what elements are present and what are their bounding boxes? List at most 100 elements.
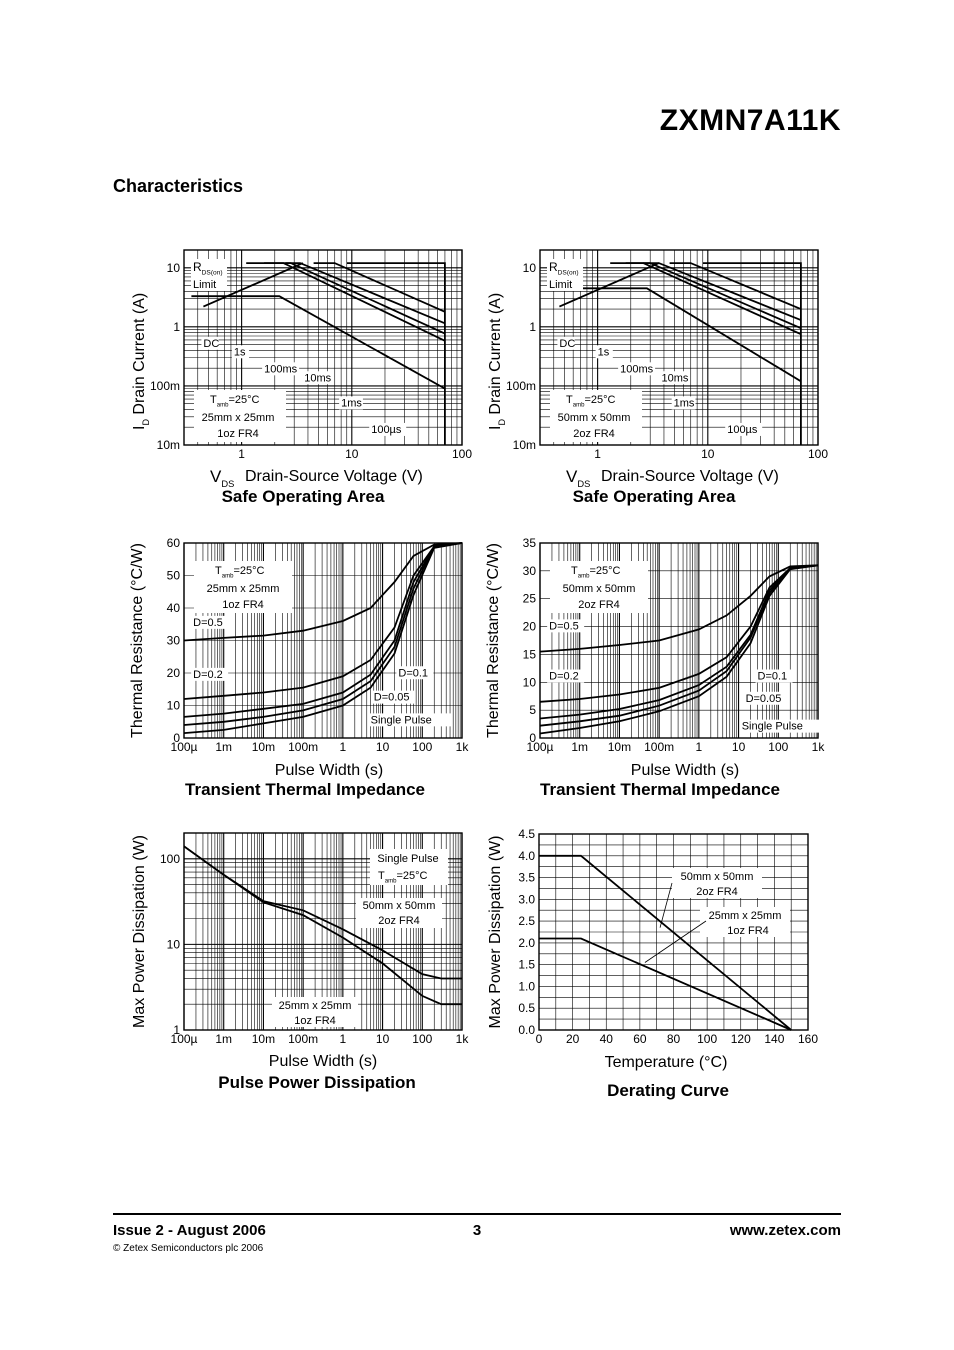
rds-limit-label: Limit <box>193 279 216 291</box>
y-tick-label: 1 <box>173 320 180 334</box>
pulse-temp: Tamb=25°C <box>378 870 428 884</box>
curve-label: 100µs <box>727 424 758 436</box>
derating-chart: 0 20 40 60 80 100 120 140 160 0.0 0.5 1.0 1.5 2.0 2.5 3… <box>487 827 818 1071</box>
pulse-box-bg <box>370 849 448 885</box>
y-tick-label: 1.5 <box>518 958 535 972</box>
tti-50mm-title: Transient Thermal Impedance <box>540 780 780 799</box>
curve-label-bg <box>595 345 613 359</box>
curve-label: DC <box>559 338 575 350</box>
curve-label-bg <box>369 422 407 436</box>
rds-label-bg <box>547 259 583 291</box>
series-line <box>313 262 446 313</box>
y-tick-label: 4.5 <box>518 827 535 841</box>
curve-label: 100ms <box>264 363 298 375</box>
y-tick-label: 0 <box>529 731 536 745</box>
y-tick-label: 3.0 <box>518 892 535 906</box>
condition-box-bg <box>550 561 648 613</box>
x-tick-label: 100µ <box>171 1032 198 1046</box>
y-tick-label: 10 <box>167 699 181 713</box>
curve-label: 10ms <box>662 372 689 384</box>
x-tick-label: 100m <box>288 740 318 754</box>
curve-label-bg <box>739 719 823 733</box>
y-tick-label: 35 <box>523 536 537 550</box>
series-line <box>539 564 819 735</box>
x-axis-label: Pulse Width (s) <box>631 762 739 779</box>
y-tick-label: 4.0 <box>518 849 535 863</box>
x-tick-label: 80 <box>667 1032 681 1046</box>
x-tick-label: 0 <box>536 1032 543 1046</box>
curve-label: 1s <box>234 346 246 358</box>
plot-frame <box>183 832 463 1031</box>
curve-label-bg <box>547 619 585 633</box>
pulse-label: Single Pulse <box>377 853 438 865</box>
rds-label-bg <box>191 259 227 291</box>
condition-box-bg <box>550 390 642 442</box>
curve-label-bg <box>231 345 250 359</box>
curve-label: 100µs <box>371 424 402 436</box>
curve-label: D=0.2 <box>549 671 579 683</box>
x-tick-label: 100m <box>644 740 674 754</box>
x-tick-label: 100 <box>808 447 828 461</box>
x-tick-label: 100m <box>288 1032 318 1046</box>
rds-label: RDS(on) <box>193 260 223 277</box>
soa-25mm-title: Safe Operating Area <box>221 487 385 506</box>
curve-label-bg <box>396 666 434 680</box>
condition-temp: Tamb=25°C <box>571 565 621 579</box>
x-tick-label: 100 <box>697 1032 717 1046</box>
curve-label: D=0.1 <box>758 671 788 683</box>
curve-label: 1ms <box>674 397 695 409</box>
part-number: ZXMN7A11K <box>659 104 841 137</box>
x-tick-label: 10 <box>732 740 746 754</box>
x-tick-label: 160 <box>798 1032 818 1046</box>
curve-label-bg <box>191 667 229 681</box>
curve-label: 10ms <box>304 372 331 384</box>
x-tick-label: 1m <box>215 1032 232 1046</box>
x-tick-label: 20 <box>566 1032 580 1046</box>
y-tick-label: 60 <box>167 536 181 550</box>
curve-label-bg <box>659 371 690 385</box>
x-tick-label: 100µ <box>527 740 554 754</box>
x-axis-label: Drain-Source Voltage (V) <box>601 468 779 485</box>
label-50mm-copper: 2oz FR4 <box>696 886 738 898</box>
x-tick-label: 1k <box>456 1032 470 1046</box>
x-tick-label: 1k <box>456 740 470 754</box>
copyright-text: © Zetex Semiconductors plc 2006 <box>113 1243 264 1254</box>
curve-label: D=0.5 <box>549 620 579 632</box>
y-tick-label: 0 <box>173 731 180 745</box>
footer-rule <box>113 1213 841 1215</box>
series-line <box>183 542 463 718</box>
x-tick-label: 100 <box>412 740 432 754</box>
y-tick-label: 30 <box>523 564 537 578</box>
label-25mm-copper: 1oz FR4 <box>727 925 769 937</box>
website-link[interactable]: www.zetex.com <box>729 1222 841 1239</box>
curve-label: DC <box>203 338 219 350</box>
leader-25mm <box>644 920 707 963</box>
x-tick-label: 1 <box>340 740 347 754</box>
curve-label-bg <box>302 371 333 385</box>
curve-label-bg <box>557 336 575 350</box>
x-tick-label: 60 <box>633 1032 647 1046</box>
x-tick-label: 10 <box>701 447 715 461</box>
issue-text: Issue 2 - August 2006 <box>113 1222 266 1239</box>
curve-label-bg <box>339 396 363 410</box>
series-line <box>183 845 462 1006</box>
series-line <box>183 542 463 642</box>
curve-label-bg <box>755 669 793 683</box>
y-tick-label: 25 <box>523 592 537 606</box>
series-line <box>539 564 819 703</box>
label-25mm-board: 25mm x 25mm <box>279 1000 352 1012</box>
curve-label-bg <box>671 396 696 410</box>
series-line <box>547 287 802 383</box>
x-tick-label: 100µ <box>171 740 198 754</box>
label-50mm-board: 50mm x 50mm <box>681 871 754 883</box>
section-title: Characteristics <box>113 176 244 196</box>
x-axis-label: Drain-Source Voltage (V) <box>245 468 423 485</box>
condition-copper: 1oz FR4 <box>217 428 259 440</box>
condition-board: 50mm x 50mm <box>563 583 636 595</box>
x-tick-label: 140 <box>764 1032 784 1046</box>
y-tick-label: 10 <box>523 261 537 275</box>
y-tick-label: 0.0 <box>518 1023 535 1037</box>
derating-title: Derating Curve <box>607 1081 729 1100</box>
y-tick-label: 2.0 <box>518 936 535 950</box>
y-axis-label: ID Drain Current (A) <box>487 293 507 430</box>
